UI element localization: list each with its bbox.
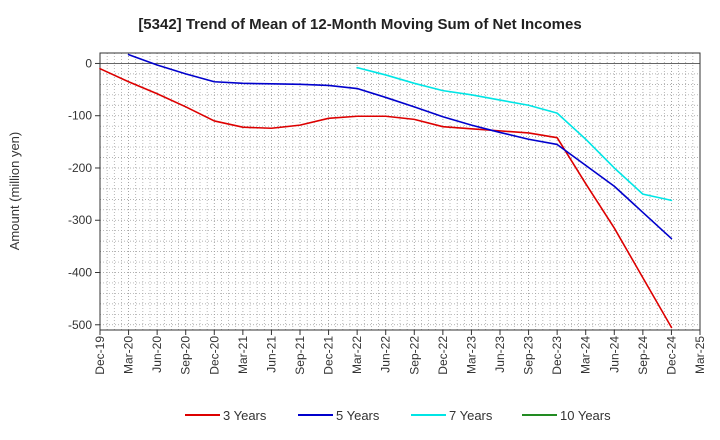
- x-tick-label: Jun-23: [493, 336, 507, 373]
- x-tick-label: Mar-22: [350, 336, 364, 374]
- legend-label: 7 Years: [449, 408, 493, 423]
- y-tick-label: -100: [68, 109, 92, 123]
- legend: 3 Years 5 Years 7 Years 10 Years: [185, 408, 611, 423]
- legend-label: 5 Years: [336, 408, 380, 423]
- x-tick-label: Mar-24: [579, 336, 593, 374]
- y-tick-label: -500: [68, 318, 92, 332]
- x-tick-label: Jun-22: [379, 336, 393, 373]
- series-line: [127, 53, 673, 240]
- x-tick-label: Dec-20: [207, 336, 221, 375]
- x-tick-label: Sep-22: [407, 336, 421, 375]
- x-tick-label: Dec-19: [93, 336, 107, 375]
- legend-label: 10 Years: [560, 408, 611, 423]
- y-tick-label: -300: [68, 213, 92, 227]
- x-tick-label: Jun-21: [264, 336, 278, 373]
- x-tick-label: Mar-21: [236, 336, 250, 374]
- x-tick-label: Dec-24: [664, 336, 678, 375]
- x-tick-label: Sep-23: [522, 336, 536, 375]
- chart-title: [5342] Trend of Mean of 12-Month Moving …: [138, 16, 581, 33]
- x-tick-label: Dec-23: [550, 336, 564, 375]
- x-tick-label: Jun-20: [150, 336, 164, 373]
- x-tick-label: Mar-23: [464, 336, 478, 374]
- series-line: [99, 67, 673, 329]
- x-tick-label: Mar-20: [122, 336, 136, 374]
- x-tick-label: Sep-21: [293, 336, 307, 375]
- x-tick-label: Mar-25: [693, 336, 707, 374]
- y-tick-label: -200: [68, 161, 92, 175]
- y-tick-label: 0: [85, 56, 92, 70]
- x-tick-label: Sep-20: [179, 336, 193, 375]
- y-axis-label: Amount (million yen): [7, 132, 22, 251]
- legend-label: 3 Years: [223, 408, 267, 423]
- x-tick-label: Jun-24: [607, 336, 621, 373]
- plot-frame: [99, 52, 701, 331]
- x-tick-label: Dec-22: [436, 336, 450, 375]
- x-tick-label: Dec-21: [322, 336, 336, 375]
- y-tick-label: -400: [68, 266, 92, 280]
- x-tick-label: Sep-24: [636, 336, 650, 375]
- series-line: [356, 66, 673, 202]
